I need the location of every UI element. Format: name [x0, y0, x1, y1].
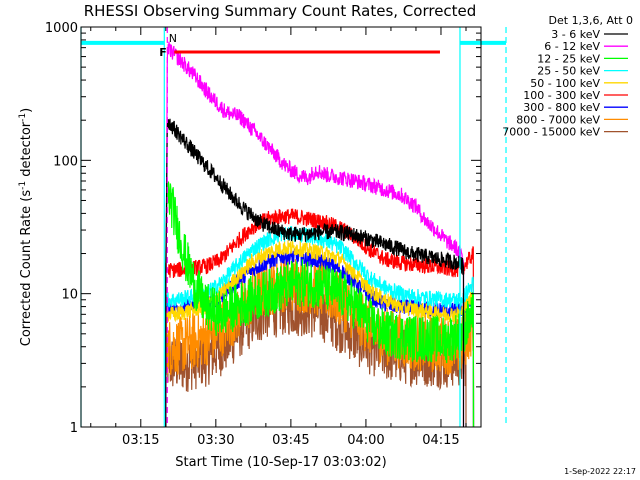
y-tick-label: 100	[53, 154, 78, 169]
legend-label-2: 12 - 25 keV	[537, 52, 600, 65]
series-line-0	[165, 118, 465, 427]
x-tick-label: 04:15	[422, 433, 459, 448]
svg-text:Corrected Count Rate (s-1 dete: Corrected Count Rate (s-1 detector-1)	[18, 108, 34, 346]
legend-label-7: 800 - 7000 keV	[516, 113, 600, 126]
legend-label-0: 3 - 6 keV	[551, 28, 600, 41]
legend-label-3: 25 - 50 keV	[537, 65, 600, 78]
y-label-sup1: -1	[18, 181, 28, 190]
y-axis: 1 10 100 1000	[45, 21, 481, 436]
y-tick-label: 10	[61, 288, 78, 303]
y-label-main: Corrected Count Rate (s	[19, 190, 34, 347]
flag-label-1: N	[169, 32, 177, 45]
y-tick-label: 1	[70, 421, 78, 436]
legend-label-1: 6 - 12 keV	[544, 40, 600, 53]
series-line-5	[165, 208, 475, 427]
series-line-2	[165, 181, 475, 427]
legend-label-4: 50 - 100 keV	[530, 77, 600, 90]
legend-label-8: 7000 - 15000 keV	[502, 126, 600, 139]
footer-date: 1-Sep-2022 22:17	[564, 467, 636, 476]
y-axis-label: Corrected Count Rate (s-1 detector-1)	[18, 108, 34, 346]
x-tick-label: 03:30	[197, 433, 234, 448]
legend-header: Det 1,3,6, Att 0	[549, 14, 633, 27]
y-label-mid: detector	[19, 121, 34, 181]
x-axis: 03:15 03:30 03:45 04:00 04:15	[90, 27, 467, 448]
series-line-1	[165, 41, 465, 427]
x-tick-label: 03:45	[272, 433, 309, 448]
y-label-end: )	[19, 108, 34, 113]
x-tick-label: 04:00	[347, 433, 384, 448]
legend-label-6: 300 - 800 keV	[523, 101, 600, 114]
x-axis-label: Start Time (10-Sep-17 03:03:02)	[175, 455, 386, 470]
x-tick-label: 03:15	[122, 433, 159, 448]
y-tick-label: 1000	[45, 21, 78, 36]
chart-title: RHESSI Observing Summary Count Rates, Co…	[84, 2, 477, 20]
plot-frame	[80, 26, 482, 428]
y-label-sup2: -1	[18, 113, 28, 122]
annotation-layer: FN	[80, 27, 507, 427]
legend-label-5: 100 - 300 keV	[523, 89, 600, 102]
series-layer	[165, 41, 475, 427]
flag-label-0: F	[159, 46, 167, 59]
